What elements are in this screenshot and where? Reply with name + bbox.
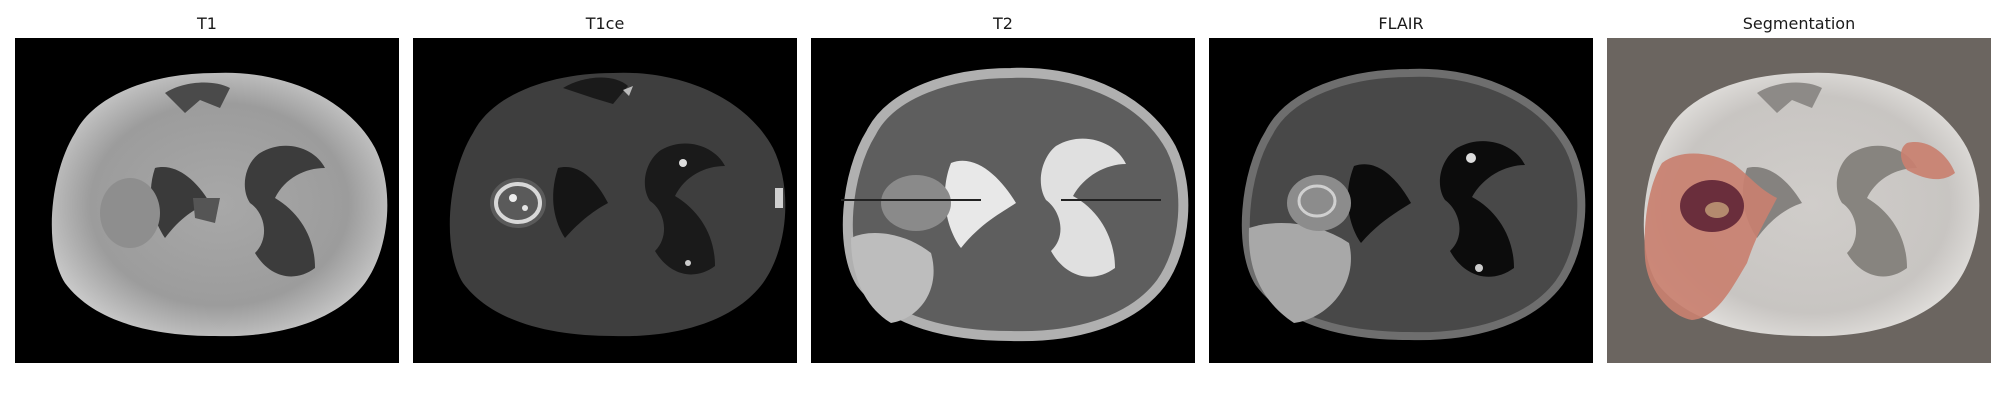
panel-segmentation: Segmentation (1607, 0, 1991, 400)
segmentation-overlay-image (1607, 38, 1991, 363)
panel-title: T2 (993, 14, 1013, 33)
panel-title: T1 (197, 14, 217, 33)
panel-title: Segmentation (1742, 14, 1856, 33)
edema-region (1901, 142, 1955, 180)
flair-mri-image (1209, 38, 1593, 363)
panel-t1ce: T1ce (413, 0, 797, 400)
enhancing-region (1705, 202, 1729, 218)
panel-title: T1ce (585, 14, 625, 33)
edema-region (1644, 153, 1777, 320)
t1-mri-image (15, 38, 399, 363)
panel-t1: T1 (15, 0, 399, 400)
t2-mri-image (811, 38, 1195, 363)
panel-title: FLAIR (1378, 14, 1424, 33)
panel-t2: T2 (811, 0, 1195, 400)
t1ce-mri-image (413, 38, 797, 363)
panel-flair: FLAIR (1209, 0, 1593, 400)
